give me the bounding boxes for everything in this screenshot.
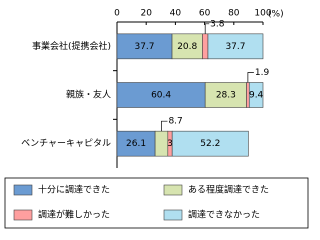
legend-label: 調達が難しかった <box>38 209 110 221</box>
bar-segment <box>204 82 247 108</box>
x-tick-label: 100 <box>254 9 271 19</box>
x-tick-label: 80 <box>228 9 240 19</box>
value-label: 37.7 <box>134 42 154 52</box>
legend-label: ある程度調達できた <box>188 184 269 196</box>
value-label: 3 <box>167 139 173 149</box>
value-label: 60.4 <box>151 91 171 101</box>
legend-label: 調達できなかった <box>188 209 260 221</box>
bar-segment <box>207 33 264 60</box>
category-label: 事業会社(提携会社) <box>32 40 111 52</box>
value-label: 3.8 <box>210 19 225 29</box>
value-label: 52.2 <box>200 139 220 149</box>
bar-segment <box>171 130 249 157</box>
legend-swatch <box>163 209 183 221</box>
x-tick-label: 20 <box>140 9 152 19</box>
bar-segment <box>116 130 156 157</box>
legend-swatch <box>13 209 33 221</box>
legend-box <box>4 177 309 229</box>
leader-line <box>204 23 210 34</box>
bar-segment <box>202 33 209 60</box>
category-label: ベンチャーキャピタル <box>21 138 111 149</box>
value-label: 28.3 <box>216 91 236 101</box>
x-tick-label: 40 <box>170 9 182 19</box>
legend-swatch <box>163 184 183 196</box>
value-label: 8.7 <box>168 117 182 127</box>
legend-label: 十分に調達できた <box>38 184 110 196</box>
leader-line <box>161 120 168 132</box>
value-label: 20.8 <box>177 42 197 52</box>
value-label: 37.7 <box>225 42 245 52</box>
unit-label: (%) <box>268 10 284 20</box>
value-label: 26.1 <box>126 139 146 149</box>
leader-line <box>247 72 254 83</box>
chart: (%) 0 20 40 60 80 100 事業会社(提携会社) 37.7 20.8 3.8 37.… <box>4 9 309 229</box>
bar-segment <box>154 130 169 157</box>
x-tick-label: 0 <box>114 9 120 19</box>
bar-segment <box>116 82 206 108</box>
bar-segment <box>248 82 264 108</box>
category-label: 親族・友人 <box>66 89 111 101</box>
value-label: 9.4 <box>249 91 264 101</box>
legend-swatch <box>13 184 33 196</box>
x-tick-label: 60 <box>199 9 211 19</box>
value-label: 1.9 <box>255 68 270 78</box>
